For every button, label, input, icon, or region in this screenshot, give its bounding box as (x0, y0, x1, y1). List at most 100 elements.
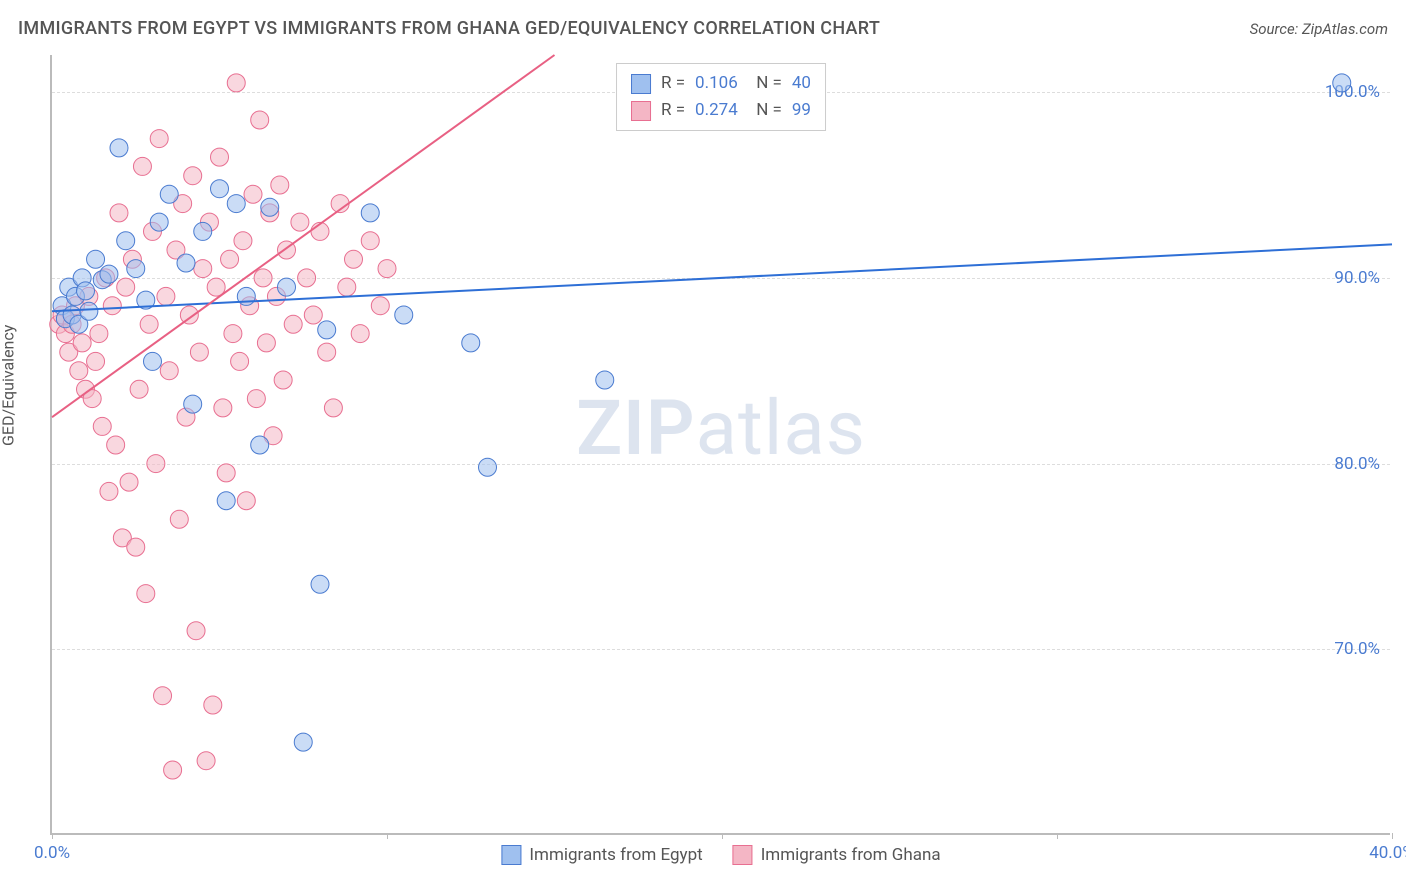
scatter-point (345, 250, 363, 268)
scatter-point (73, 334, 91, 352)
scatter-point (298, 269, 316, 287)
scatter-point (318, 343, 336, 361)
scatter-point (217, 492, 235, 510)
scatter-point (180, 306, 198, 324)
scatter-point (231, 352, 249, 370)
scatter-point (311, 575, 329, 593)
scatter-point (100, 482, 118, 500)
scatter-point (378, 260, 396, 278)
scatter-point (227, 195, 245, 213)
trend-line (52, 244, 1392, 311)
scatter-point (211, 180, 229, 198)
scatter-point (177, 254, 195, 272)
scatter-point (194, 222, 212, 240)
scatter-point (110, 139, 128, 157)
scatter-point (103, 297, 121, 315)
scatter-point (137, 585, 155, 603)
x-tick-mark (52, 833, 53, 839)
scatter-point (80, 302, 98, 320)
scatter-point (361, 204, 379, 222)
scatter-point (291, 213, 309, 231)
scatter-point (227, 74, 245, 92)
x-tick-mark (722, 833, 723, 839)
scatter-point (338, 278, 356, 296)
scatter-point (318, 321, 336, 339)
x-tick-mark (1057, 833, 1058, 839)
plot-area: ZIPatlas R = 0.106 N = 40 R = 0.274 N = … (50, 55, 1390, 835)
scatter-point (194, 260, 212, 278)
scatter-point (154, 687, 172, 705)
scatter-point (160, 185, 178, 203)
x-tick-label: 0.0% (34, 843, 70, 863)
scatter-point (224, 325, 242, 343)
scatter-point (294, 733, 312, 751)
scatter-point (462, 334, 480, 352)
y-axis-label: GED/Equivalency (0, 325, 18, 446)
scatter-point (1333, 74, 1351, 92)
scatter-point (234, 232, 252, 250)
title-bar: IMMIGRANTS FROM EGYPT VS IMMIGRANTS FROM… (18, 18, 1388, 39)
chart-svg (52, 55, 1390, 833)
series-legend: Immigrants from Egypt Immigrants from Gh… (501, 845, 940, 865)
scatter-point (144, 352, 162, 370)
scatter-point (237, 492, 255, 510)
scatter-point (100, 265, 118, 283)
scatter-point (184, 167, 202, 185)
scatter-point (127, 538, 145, 556)
scatter-point (127, 260, 145, 278)
scatter-point (93, 417, 111, 435)
source-label: Source: ZipAtlas.com (1250, 20, 1388, 38)
scatter-point (117, 232, 135, 250)
scatter-point (244, 185, 262, 203)
scatter-point (133, 157, 151, 175)
scatter-point (160, 362, 178, 380)
x-tick-mark (387, 833, 388, 839)
chart-title: IMMIGRANTS FROM EGYPT VS IMMIGRANTS FROM… (18, 18, 880, 39)
legend-item-ghana: Immigrants from Ghana (733, 845, 941, 865)
swatch-egypt (631, 74, 651, 94)
scatter-point (247, 390, 265, 408)
scatter-point (324, 399, 342, 417)
scatter-point (190, 343, 208, 361)
scatter-point (274, 371, 292, 389)
scatter-point (77, 282, 95, 300)
scatter-point (140, 315, 158, 333)
scatter-point (170, 510, 188, 528)
scatter-point (361, 232, 379, 250)
scatter-point (261, 198, 279, 216)
scatter-point (120, 473, 138, 491)
scatter-point (130, 380, 148, 398)
scatter-point (204, 696, 222, 714)
scatter-point (351, 325, 369, 343)
scatter-point (87, 250, 105, 268)
scatter-point (304, 306, 322, 324)
scatter-point (371, 297, 389, 315)
scatter-point (251, 111, 269, 129)
scatter-point (117, 278, 135, 296)
x-tick-mark (1392, 833, 1393, 839)
scatter-point (395, 306, 413, 324)
scatter-point (150, 213, 168, 231)
correlation-legend: R = 0.106 N = 40 R = 0.274 N = 99 (616, 63, 826, 131)
scatter-point (596, 371, 614, 389)
scatter-point (214, 399, 232, 417)
scatter-point (251, 436, 269, 454)
scatter-point (284, 315, 302, 333)
scatter-point (110, 204, 128, 222)
scatter-point (70, 362, 88, 380)
scatter-point (479, 458, 497, 476)
legend-row-ghana: R = 0.274 N = 99 (631, 97, 811, 124)
swatch-egypt (501, 845, 521, 865)
scatter-point (257, 334, 275, 352)
x-tick-label: 40.0% (1369, 843, 1406, 863)
scatter-point (157, 287, 175, 305)
scatter-point (107, 436, 125, 454)
scatter-point (217, 464, 235, 482)
scatter-point (87, 352, 105, 370)
swatch-ghana (631, 101, 651, 121)
scatter-point (254, 269, 272, 287)
scatter-point (147, 455, 165, 473)
scatter-point (150, 130, 168, 148)
scatter-point (187, 622, 205, 640)
scatter-point (211, 148, 229, 166)
